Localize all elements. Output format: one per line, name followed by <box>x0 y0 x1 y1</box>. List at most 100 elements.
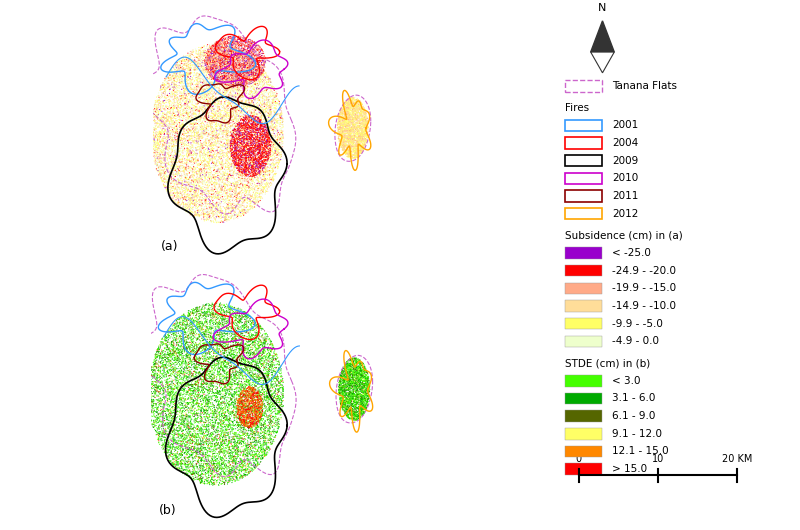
Point <box>241 449 254 458</box>
Point <box>250 428 262 437</box>
Point <box>264 420 277 429</box>
Point <box>335 367 348 376</box>
Point <box>230 134 243 142</box>
Point <box>199 127 212 135</box>
Point <box>190 125 202 133</box>
Point <box>253 364 266 372</box>
Point <box>238 187 251 196</box>
Point <box>226 44 239 52</box>
Point <box>354 364 367 373</box>
Point <box>185 431 198 439</box>
Point <box>355 132 368 141</box>
Point <box>259 147 272 156</box>
Point <box>170 77 183 86</box>
Point <box>265 421 278 430</box>
Text: Fires: Fires <box>565 103 589 112</box>
Point <box>228 161 241 169</box>
Point <box>234 84 246 93</box>
Point <box>161 130 174 138</box>
Point <box>218 386 230 395</box>
Point <box>262 154 274 163</box>
Point <box>246 70 258 79</box>
Point <box>244 42 257 50</box>
Point <box>226 161 238 170</box>
Point <box>236 201 249 209</box>
Point <box>225 404 238 413</box>
Point <box>258 417 271 425</box>
Point <box>334 125 346 133</box>
Point <box>266 123 278 132</box>
Point <box>190 437 203 446</box>
Point <box>234 313 247 321</box>
Point <box>356 100 369 109</box>
Point <box>346 122 358 131</box>
Point <box>212 358 225 367</box>
Point <box>217 350 230 358</box>
Point <box>244 43 257 51</box>
Point <box>152 122 165 131</box>
Point <box>178 114 190 122</box>
Point <box>345 127 358 135</box>
Point <box>215 63 228 71</box>
Point <box>204 98 217 106</box>
Point <box>262 361 274 370</box>
Point <box>171 374 184 382</box>
Point <box>224 138 237 147</box>
Point <box>220 415 233 423</box>
Point <box>354 105 366 114</box>
Point <box>352 363 365 371</box>
Point <box>226 51 238 60</box>
Point <box>235 354 248 362</box>
Point <box>197 369 210 377</box>
Point <box>218 218 230 226</box>
Point <box>197 336 210 344</box>
Point <box>245 117 258 126</box>
Point <box>182 334 195 342</box>
Point <box>235 186 248 195</box>
Point <box>245 440 258 449</box>
Point <box>231 54 244 62</box>
Point <box>161 342 174 351</box>
Point <box>163 416 176 425</box>
Point <box>235 44 248 52</box>
Point <box>227 33 240 41</box>
Point <box>163 99 176 108</box>
Point <box>184 208 197 216</box>
Point <box>179 388 192 397</box>
Point <box>216 114 229 122</box>
Point <box>348 403 361 411</box>
Point <box>173 87 186 95</box>
Point <box>216 143 229 152</box>
Point <box>210 431 222 440</box>
Point <box>234 37 247 46</box>
Point <box>239 405 252 414</box>
Point <box>198 387 211 396</box>
Point <box>268 111 281 120</box>
Point <box>241 52 254 61</box>
Point <box>230 469 242 477</box>
Point <box>231 40 244 49</box>
Point <box>188 58 201 66</box>
Point <box>224 45 237 53</box>
Text: 2001: 2001 <box>612 120 638 130</box>
Point <box>160 340 173 349</box>
Point <box>217 381 230 389</box>
Point <box>202 46 214 55</box>
Point <box>362 374 374 382</box>
Point <box>157 360 170 369</box>
Point <box>240 405 253 414</box>
Point <box>206 100 218 108</box>
Point <box>263 124 276 132</box>
Point <box>239 426 252 434</box>
Point <box>350 143 362 151</box>
Point <box>244 80 257 88</box>
Point <box>362 380 374 388</box>
Point <box>242 142 255 151</box>
Point <box>232 125 245 134</box>
Point <box>204 119 217 128</box>
Point <box>189 185 202 193</box>
Point <box>349 137 362 145</box>
Point <box>212 134 225 143</box>
Point <box>223 466 236 474</box>
Point <box>346 107 358 116</box>
